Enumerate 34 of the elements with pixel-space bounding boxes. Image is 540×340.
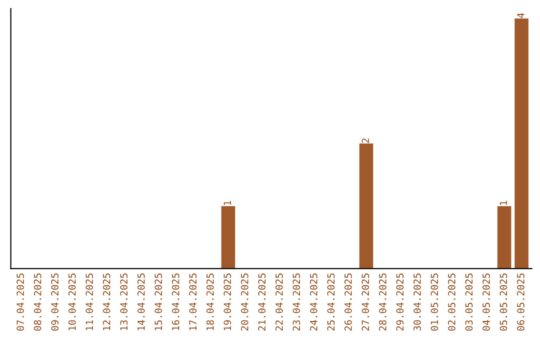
x-tick-label: 11.04.2025	[86, 274, 94, 330]
x-tick-label: 30.04.2025	[414, 274, 421, 331]
x-tick-label: 20.04.2025	[240, 274, 248, 331]
x-tick-label: 25.04.2025	[327, 274, 335, 331]
x-tick-label: 22.04.2025	[275, 274, 283, 331]
x-tick-label: 04.05.2025	[482, 274, 490, 331]
data-label: 4	[517, 13, 524, 18]
x-tick-label: 14.04.2025	[137, 274, 145, 330]
x-tick-label: 09.04.2025	[51, 274, 59, 331]
x-tick-label: 13.04.2025	[120, 274, 128, 330]
x-tick-label: 18.04.2025	[206, 274, 214, 330]
x-tick-label: 26.04.2025	[344, 274, 352, 331]
x-tick-label: 12.04.2025	[102, 274, 110, 330]
x-tick-label: 24.04.2025	[310, 274, 318, 331]
data-label: 2	[362, 138, 369, 143]
x-tick-label: 17.04.2025	[189, 274, 197, 330]
x-tick-label: 02.05.2025	[448, 274, 456, 331]
x-tick-label: 07.04.2025	[16, 274, 24, 331]
x-tick-label: 29.04.2025	[396, 274, 404, 331]
data-label: 1	[500, 200, 507, 205]
x-tick-label: 06.05.2025	[517, 274, 524, 331]
x-tick-label: 19.04.2025	[224, 274, 232, 330]
x-tick-label: 08.04.2025	[34, 274, 42, 331]
x-tick-label: 28.04.2025	[379, 274, 386, 331]
x-tick-label: 21.04.2025	[258, 274, 266, 331]
data-label: 1	[224, 200, 231, 205]
x-tick-label: 05.05.2025	[500, 274, 508, 331]
x-tick-label: 23.04.2025	[292, 274, 300, 331]
x-tick-label: 16.04.2025	[172, 274, 180, 330]
x-tick-label: 10.04.2025	[68, 274, 76, 330]
x-tick-label: 15.04.2025	[154, 274, 162, 330]
x-tick-label: 27.04.2025	[362, 274, 370, 331]
x-tick-label: 03.05.2025	[465, 274, 473, 331]
x-tick-label: 01.05.2025	[430, 274, 438, 331]
